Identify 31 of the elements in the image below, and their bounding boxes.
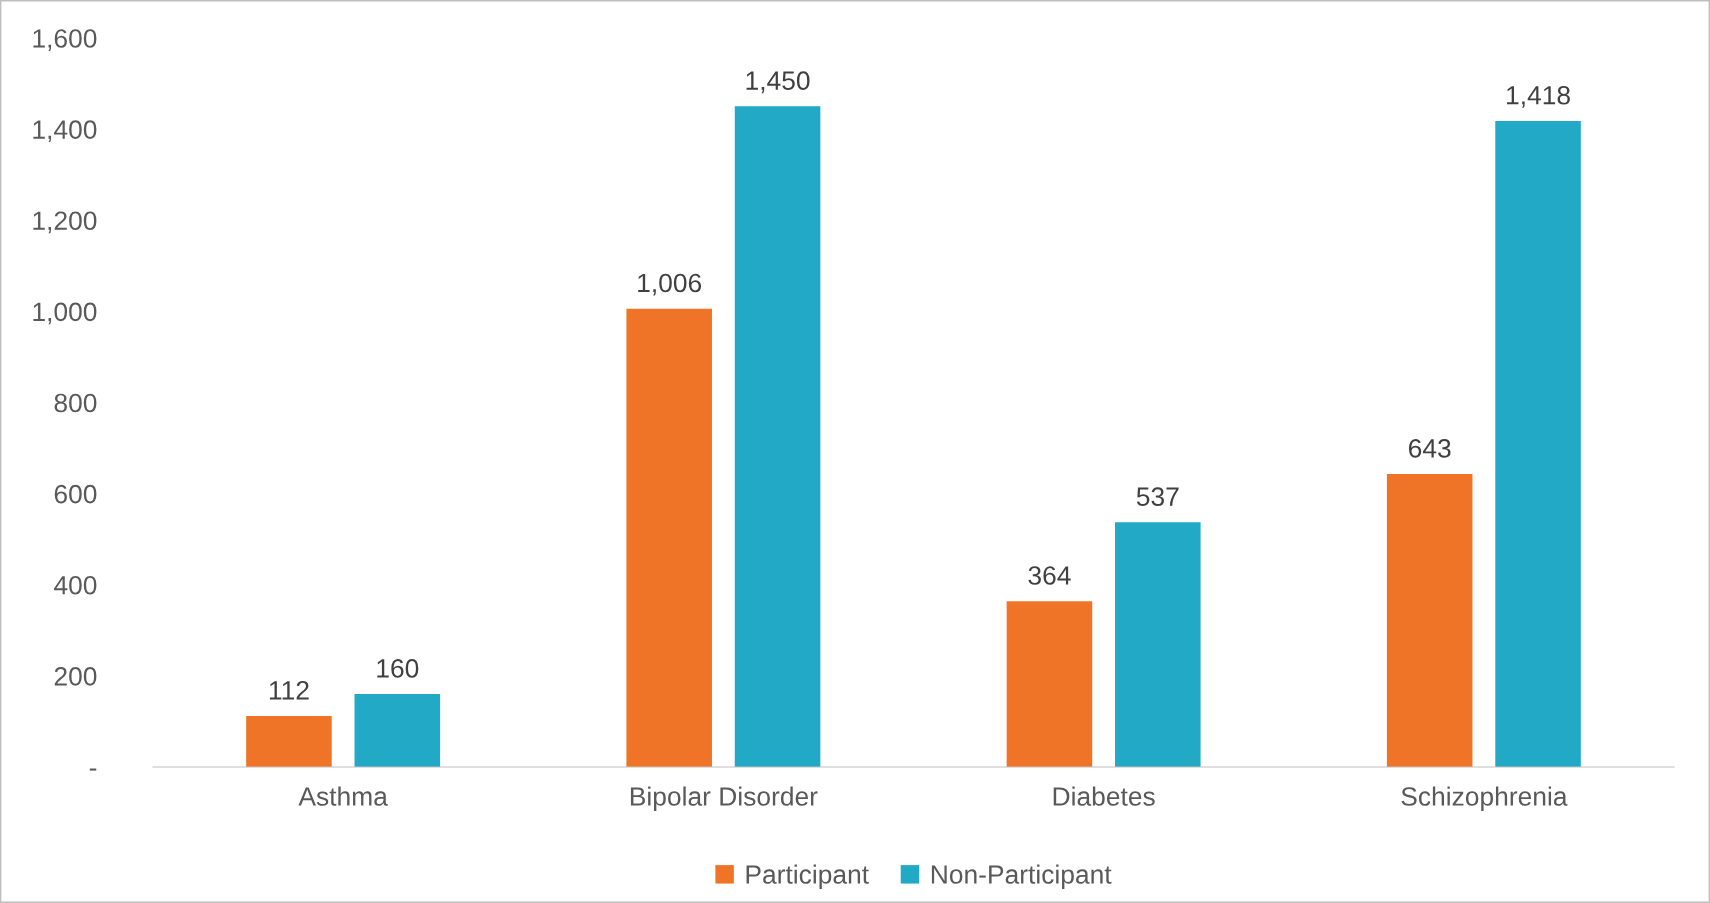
y-tick-label: 600 (54, 484, 97, 504)
x-tick-label: Schizophrenia (1401, 786, 1568, 812)
bar (1115, 522, 1201, 767)
bar (1006, 601, 1093, 767)
y-tick-label: - (89, 768, 97, 771)
text: 643 (1409, 439, 1451, 458)
y-tick-label: 1,600 (33, 29, 97, 51)
text: 112 (269, 680, 309, 700)
y-tick-label: 200 (54, 667, 97, 686)
y-tick-label: 1,200 (33, 211, 97, 234)
bar (626, 308, 712, 767)
y-tick-label: 400 (54, 575, 97, 595)
bar (354, 694, 441, 767)
x-tick-label: Diabetes (1053, 786, 1155, 806)
text: 160 (377, 659, 419, 678)
bar (734, 106, 821, 767)
text: 1,006 (638, 273, 702, 296)
y-tick-label: 800 (54, 393, 97, 413)
text: 1,450 (746, 71, 810, 94)
legend-label: Non-Participant (931, 864, 1112, 890)
text: 537 (1136, 487, 1179, 506)
text: 364 (1028, 566, 1071, 585)
text: 1,418 (1507, 85, 1570, 108)
legend-label: Participant (746, 864, 869, 890)
x-tick-label: Bipolar Disorder (630, 786, 818, 812)
bar (1386, 474, 1473, 767)
y-tick-label: 1,000 (33, 302, 97, 325)
bar (246, 715, 332, 767)
y-tick-label: 1,400 (33, 120, 97, 143)
x-tick-label: Asthma (298, 786, 388, 806)
bar (1495, 120, 1581, 767)
